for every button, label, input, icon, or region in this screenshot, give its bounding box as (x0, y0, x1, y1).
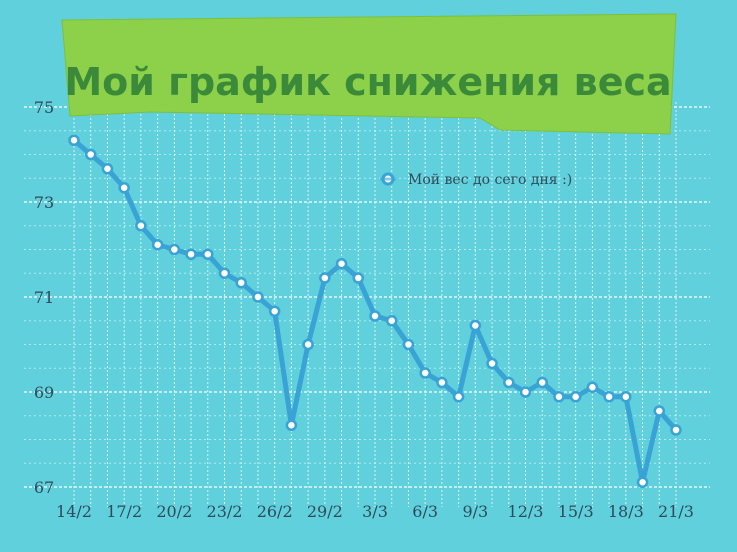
data-point (452, 391, 465, 403)
data-point (419, 367, 431, 379)
data-point (235, 277, 247, 289)
data-point (486, 357, 498, 370)
y-tick-label: 69 (34, 383, 54, 402)
x-tick-label: 26/2 (257, 502, 293, 521)
x-tick-label: 20/2 (156, 502, 192, 521)
banner-paper (61, 13, 677, 135)
data-point (118, 182, 130, 194)
data-point (553, 391, 565, 403)
data-point (168, 243, 181, 256)
chart-title: Мой график снижения веса (64, 60, 671, 104)
data-point (218, 267, 231, 279)
legend-label: Мой вес до сего дня :) (408, 172, 572, 188)
data-point (151, 239, 164, 251)
data-point (519, 386, 532, 398)
x-tick-label: 3/3 (362, 502, 388, 521)
data-point (68, 134, 80, 146)
data-point (84, 148, 97, 161)
x-tick-label: 14/2 (56, 502, 92, 521)
data-point (586, 381, 599, 393)
data-point (385, 315, 398, 327)
data-point (402, 338, 415, 351)
x-tick-label: 29/2 (307, 502, 343, 521)
data-point (202, 248, 214, 260)
data-point (436, 376, 448, 389)
data-point (670, 424, 682, 436)
y-tick-label: 73 (34, 193, 54, 212)
data-point (636, 476, 649, 488)
data-point (185, 248, 197, 260)
data-point (285, 419, 298, 431)
x-tick-label: 21/3 (658, 502, 694, 521)
data-point (653, 405, 666, 417)
y-tick-label: 67 (34, 478, 54, 497)
x-tick-label: 17/2 (106, 502, 142, 521)
data-point (536, 376, 548, 389)
grid (24, 102, 710, 507)
x-tick-label: 18/3 (608, 502, 644, 521)
data-point (352, 272, 365, 284)
series (68, 134, 682, 488)
data-point (569, 391, 582, 403)
x-tick-label: 12/3 (508, 502, 544, 521)
x-tick-label: 15/3 (558, 502, 594, 521)
data-point (503, 376, 515, 389)
data-point (135, 220, 147, 232)
x-tick-label: 23/2 (207, 502, 243, 521)
data-point (335, 258, 348, 270)
title-banner: Мой график снижения веса (61, 13, 677, 135)
data-point (620, 391, 632, 403)
data-point (268, 305, 281, 317)
y-tick-label: 75 (34, 98, 54, 117)
data-point (603, 391, 615, 403)
legend: Мой вес до сего дня :) (380, 172, 572, 188)
x-tick-label: 9/3 (462, 502, 488, 521)
data-point (252, 291, 264, 303)
data-point (319, 272, 331, 284)
data-point (101, 163, 114, 175)
data-point (302, 338, 314, 351)
data-point (469, 319, 482, 332)
data-point (369, 310, 381, 322)
x-tick-label: 6/3 (412, 502, 438, 521)
y-tick-label: 71 (34, 288, 54, 307)
